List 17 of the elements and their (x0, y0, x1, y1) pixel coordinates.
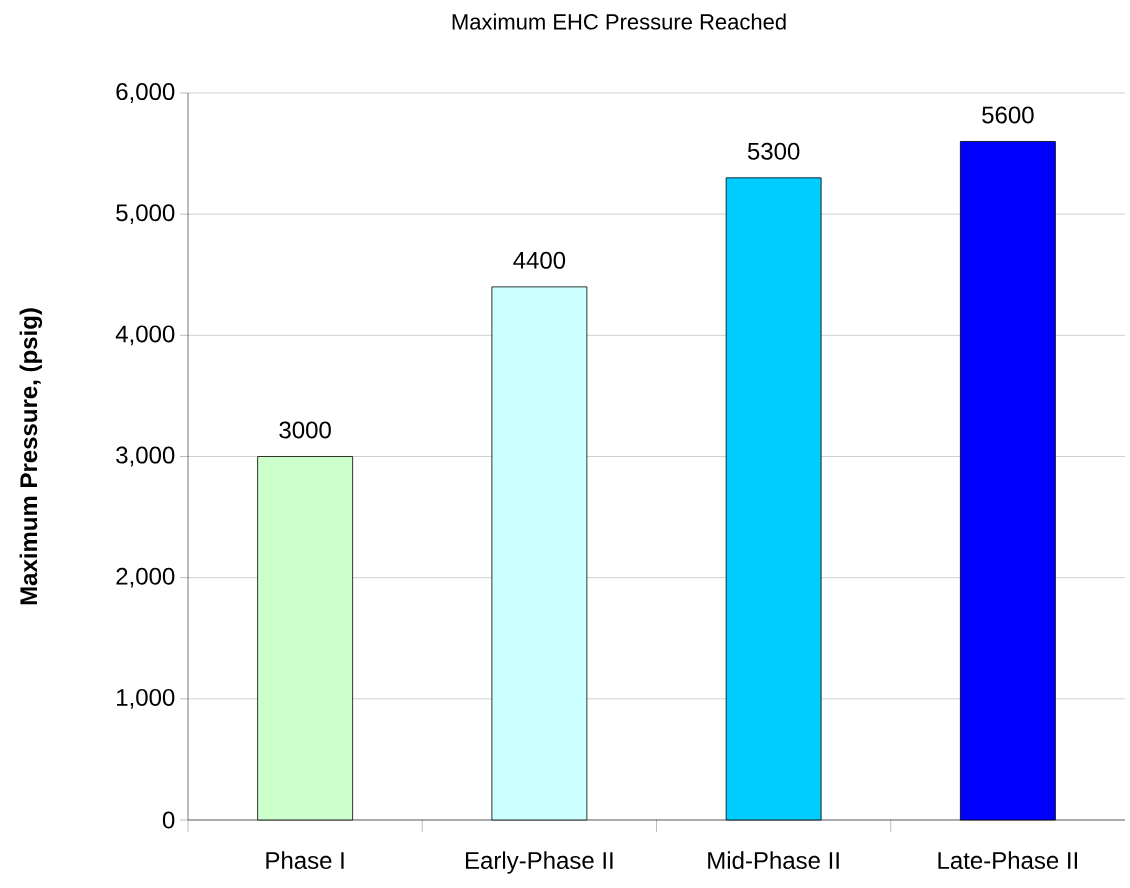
y-tick-label: 2,000 (116, 567, 175, 588)
x-tick-label: Mid-Phase II (708, 851, 839, 869)
y-tick-label: 6,000 (116, 83, 175, 103)
x-tick-label: Early-Phase II (465, 851, 613, 874)
data-label: 4400 (513, 251, 566, 269)
data-label: 5300 (747, 142, 800, 160)
x-tick-label: Late-Phase II (938, 851, 1078, 869)
data-label: 5600 (982, 106, 1034, 124)
y-tick-label: 4,000 (115, 325, 175, 346)
y-tick-label: 3,000 (116, 446, 175, 467)
y-axis-title: Maximum Pressure, (psig) (19, 308, 43, 605)
chart-title: Maximum EHC Pressure Reached (452, 13, 786, 30)
y-tick-label: 1,000 (117, 688, 175, 709)
y-tick-label: 5,000 (116, 204, 175, 225)
data-label: 3000 (279, 421, 331, 439)
y-tick-label: 0 (162, 811, 175, 829)
x-tick-label: Phase I (266, 851, 344, 869)
